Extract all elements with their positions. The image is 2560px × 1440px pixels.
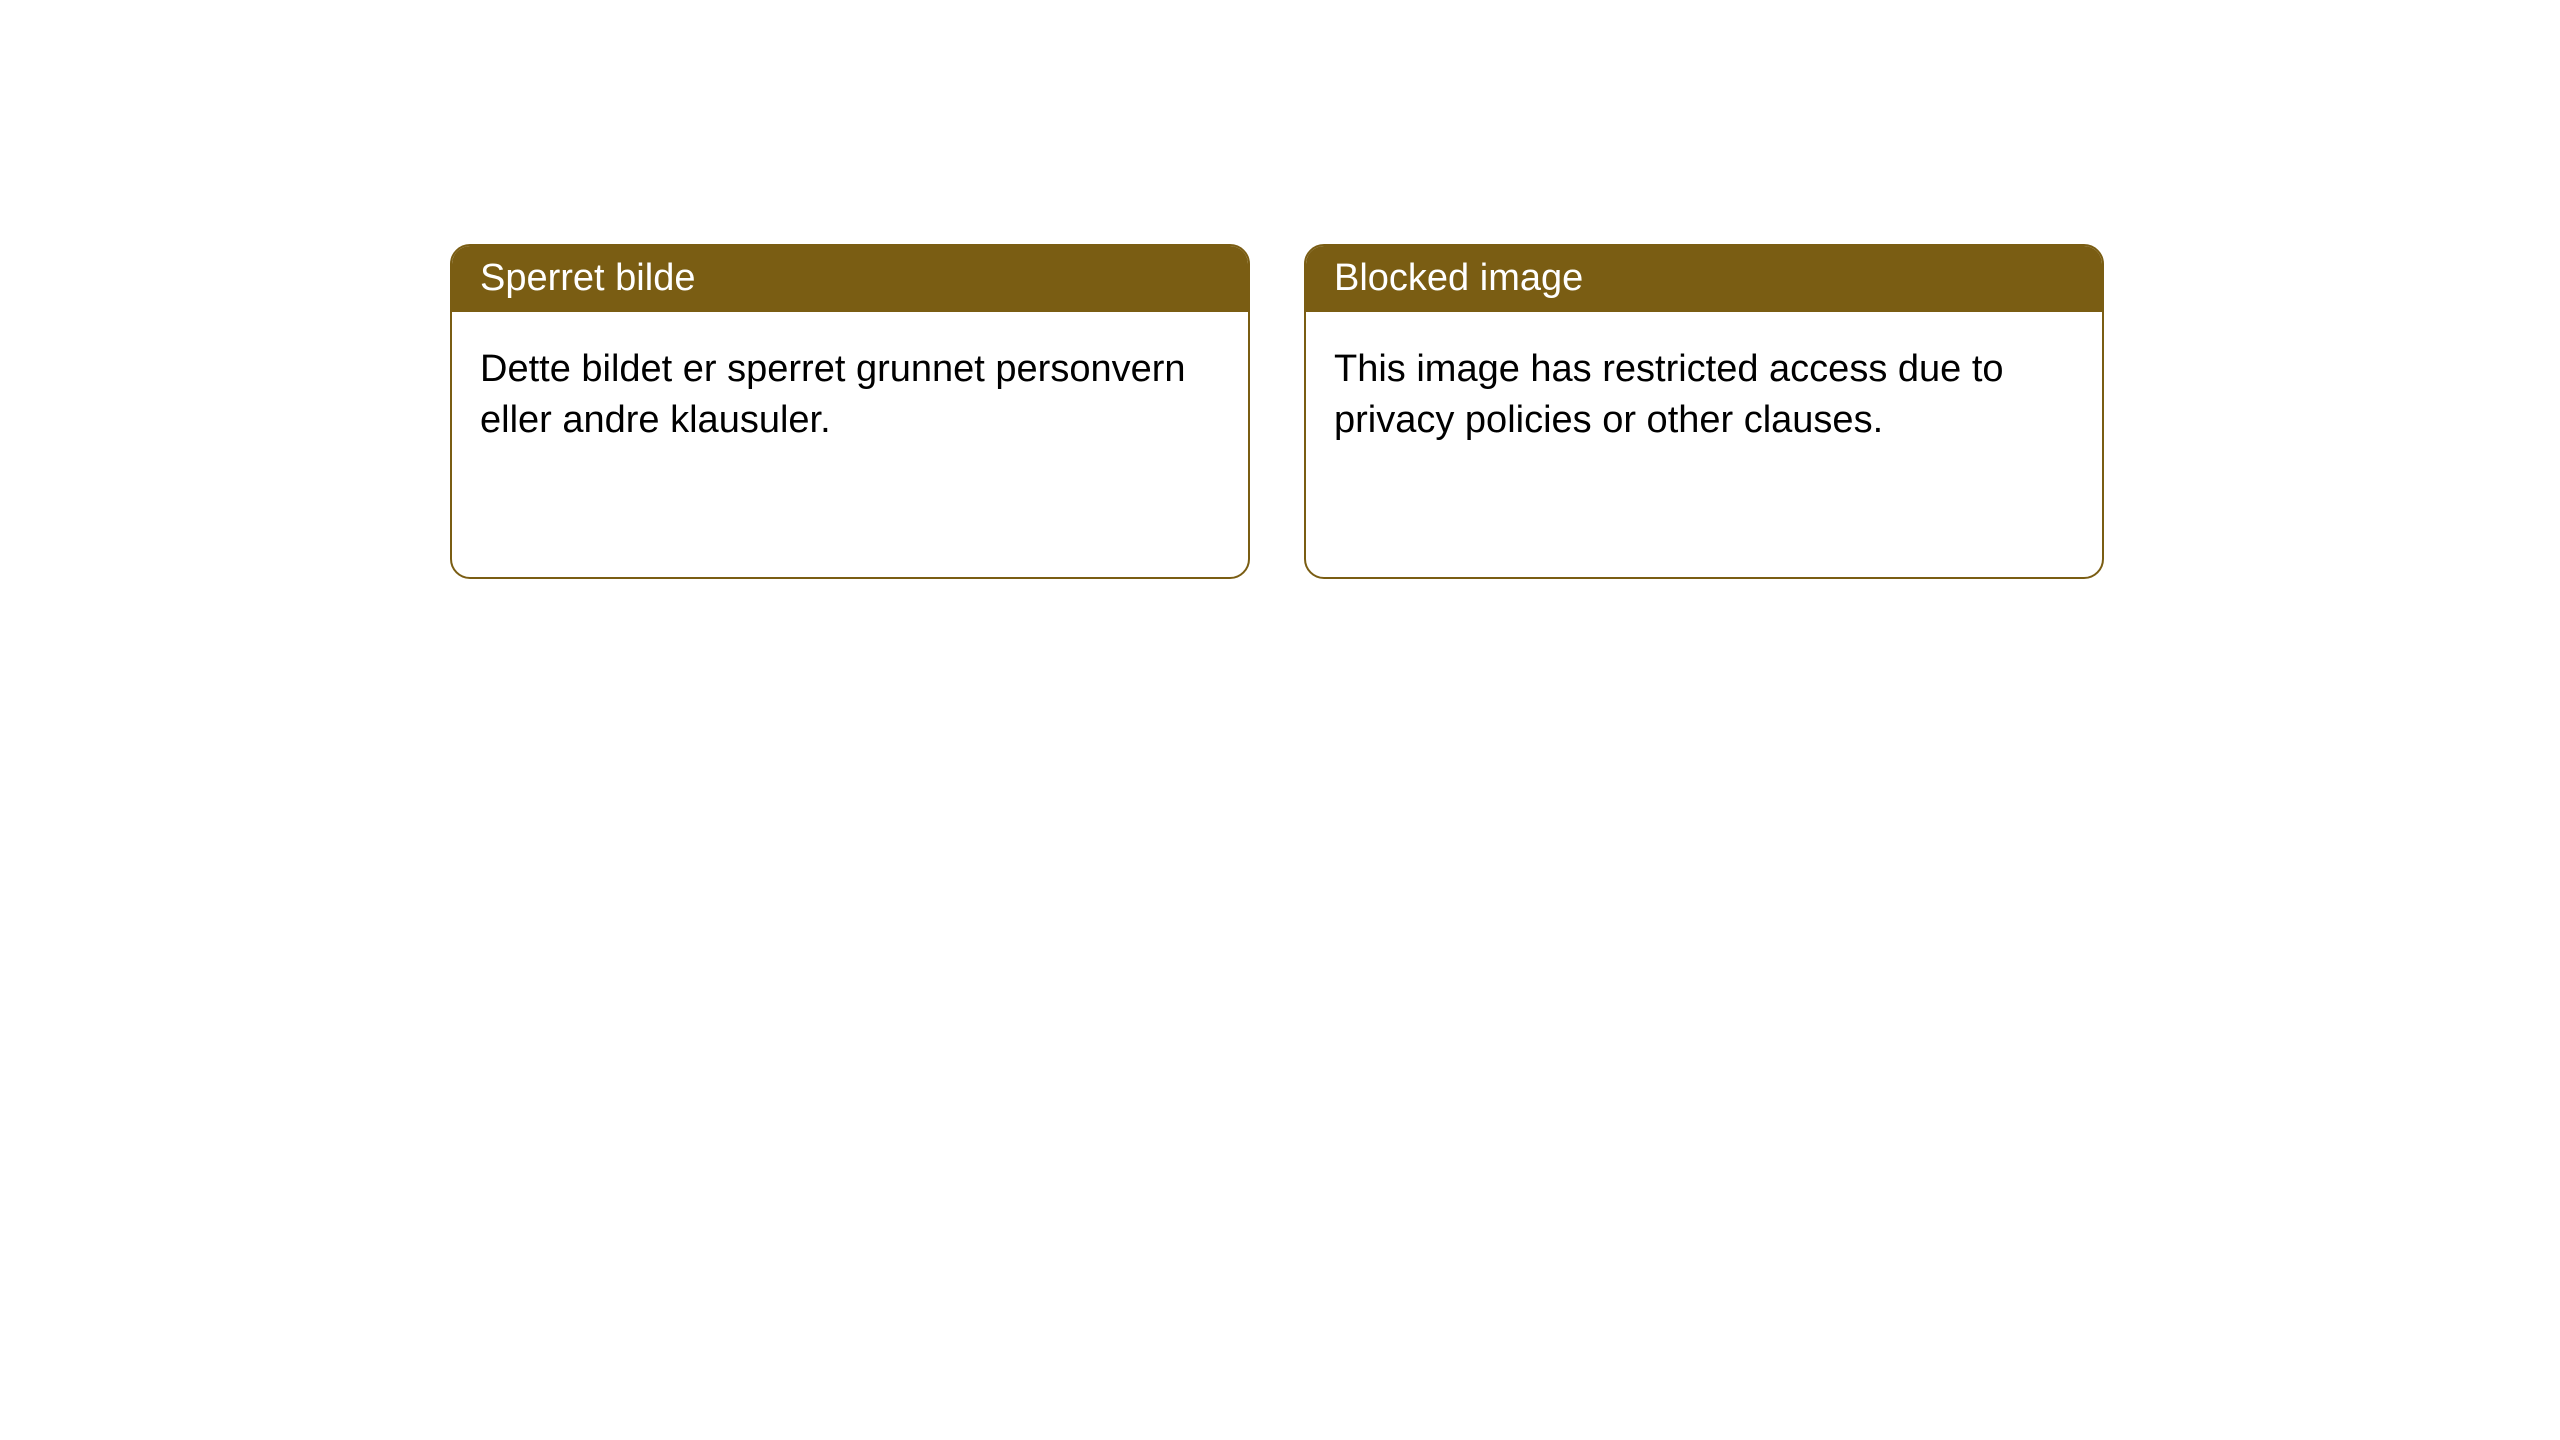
blocked-image-card-en: Blocked image This image has restricted … xyxy=(1304,244,2104,579)
card-header: Sperret bilde xyxy=(452,246,1248,312)
card-header: Blocked image xyxy=(1306,246,2102,312)
card-body: This image has restricted access due to … xyxy=(1306,312,2102,479)
cards-container: Sperret bilde Dette bildet er sperret gr… xyxy=(450,244,2104,579)
blocked-image-card-no: Sperret bilde Dette bildet er sperret gr… xyxy=(450,244,1250,579)
card-body: Dette bildet er sperret grunnet personve… xyxy=(452,312,1248,479)
